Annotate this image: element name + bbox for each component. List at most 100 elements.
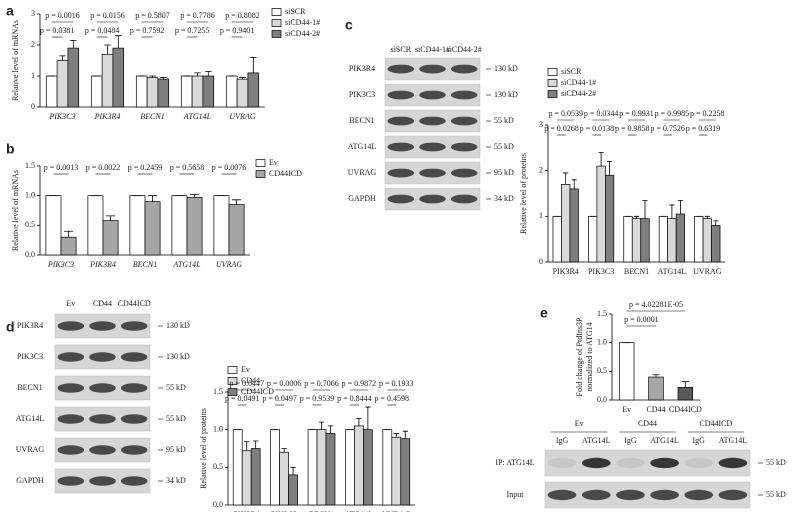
- x-tick-label: ATG14L: [658, 267, 687, 276]
- bar: [144, 201, 161, 256]
- y-tick-label: 1.5: [25, 161, 35, 170]
- bar: [171, 195, 188, 256]
- blot-band: [650, 489, 679, 501]
- y-tick-label: 1: [539, 211, 543, 220]
- blot-row-label: GAPDH: [348, 194, 376, 203]
- x-tick-label: ATG14L: [172, 260, 201, 269]
- p-value: p = 4.02281E-05: [629, 300, 683, 309]
- lane-label: Ev: [66, 299, 75, 308]
- blot-band: [616, 457, 645, 469]
- bar: [250, 448, 261, 506]
- x-tick-label: UVRAG: [229, 112, 255, 121]
- blot-band: [120, 352, 148, 362]
- bar: [648, 376, 664, 401]
- x-tick-label: PIK3R4: [234, 510, 260, 512]
- legend-swatch: [227, 377, 238, 385]
- bar: [56, 60, 69, 108]
- error-bar: [160, 77, 167, 80]
- bar: [382, 429, 393, 506]
- p-value: p = 0.9401: [220, 26, 255, 35]
- error-bar: [104, 44, 111, 55]
- blot-size-label: 130 kD: [494, 90, 518, 99]
- error-bar: [232, 199, 242, 205]
- error-bar: [652, 374, 660, 378]
- legend-label: CD44ICD: [241, 387, 274, 396]
- blot-band: [718, 489, 748, 501]
- bar: [129, 195, 146, 256]
- blot-band: [387, 116, 415, 126]
- error-bar: [64, 230, 74, 238]
- blot-strip: [544, 481, 751, 509]
- blot-band: [684, 489, 714, 501]
- blot-row-label: ATG14L: [348, 142, 377, 151]
- blot-band: [387, 142, 415, 152]
- blot-band: [650, 457, 679, 469]
- y-tick-label: 0: [31, 102, 35, 111]
- blot-row-label: Input: [507, 490, 525, 499]
- panel-label: b: [6, 141, 15, 157]
- x-tick-label: CD44ICD: [669, 405, 702, 414]
- p-value: p = 0.8444: [337, 394, 372, 403]
- blot-band: [581, 489, 611, 501]
- bar: [618, 342, 635, 401]
- blot-size-label: 55 kD: [766, 458, 786, 467]
- error-bar: [607, 161, 613, 176]
- blot-band: [419, 116, 446, 126]
- lane-label: siCD44-1#: [415, 45, 450, 54]
- x-tick-label: PIK3C3: [48, 112, 75, 121]
- bar: [135, 75, 148, 108]
- lane-label: CD44: [93, 299, 112, 308]
- lane-label: ATG14L: [719, 436, 748, 445]
- p-value: p = 0.5658: [170, 163, 205, 172]
- y-tick-label: 0.5: [213, 462, 223, 471]
- bar: [354, 425, 364, 506]
- bar: [623, 215, 633, 263]
- bar: [307, 429, 318, 506]
- error-bar: [318, 421, 325, 430]
- p-value: p = 0.2258: [690, 109, 725, 118]
- blot-band: [89, 445, 116, 455]
- blot-band: [57, 352, 85, 362]
- error-bar: [244, 441, 250, 451]
- bar: [345, 429, 355, 506]
- bar: [191, 75, 204, 108]
- error-bar: [677, 199, 683, 215]
- error-bar: [393, 433, 399, 438]
- p-value: p = 0.8082: [225, 11, 260, 20]
- error-bar: [669, 204, 675, 219]
- bar: [202, 75, 215, 108]
- blot-size-label: 130 kD: [166, 321, 190, 330]
- y-tick-label: 1.5: [597, 309, 607, 318]
- legend-label: Ev: [241, 365, 250, 374]
- p-value: p = 0.0156: [90, 11, 125, 20]
- error-bar: [59, 55, 66, 61]
- bar: [186, 197, 203, 256]
- bar: [400, 438, 411, 506]
- blot-row-label: IP: ATG14L: [495, 458, 534, 467]
- y-tick-label: 0.0: [25, 250, 35, 259]
- y-axis-label: Relative level of mRNAs: [11, 20, 20, 101]
- p-value: p = 0.9858: [615, 124, 650, 133]
- error-bar: [713, 220, 719, 226]
- bar: [90, 75, 103, 108]
- bar: [561, 184, 571, 263]
- p-value: p = 0.7255: [175, 26, 210, 35]
- x-tick-label: BECN1: [624, 267, 649, 276]
- error-bar: [148, 195, 158, 202]
- p-value: p = 0.9985: [655, 109, 690, 118]
- bar: [363, 429, 373, 506]
- bar: [112, 47, 125, 108]
- y-axis-label: Relative level of proteins: [199, 408, 208, 489]
- legend-swatch: [227, 388, 238, 396]
- blot-band: [450, 142, 478, 152]
- x-tick-label: PIK3R4: [89, 260, 116, 269]
- blot-size-label: 34 kD: [494, 194, 514, 203]
- x-tick-label: PIK3C3: [47, 260, 74, 269]
- error-bar: [205, 70, 212, 76]
- x-tick-label: BECN1: [133, 260, 157, 269]
- p-value: p = 0.0001: [624, 315, 659, 324]
- bar: [588, 215, 598, 263]
- y-tick-label: 2: [31, 40, 35, 49]
- y-tick-label: 1.0: [597, 337, 607, 346]
- y-tick-label: 0.5: [25, 220, 35, 229]
